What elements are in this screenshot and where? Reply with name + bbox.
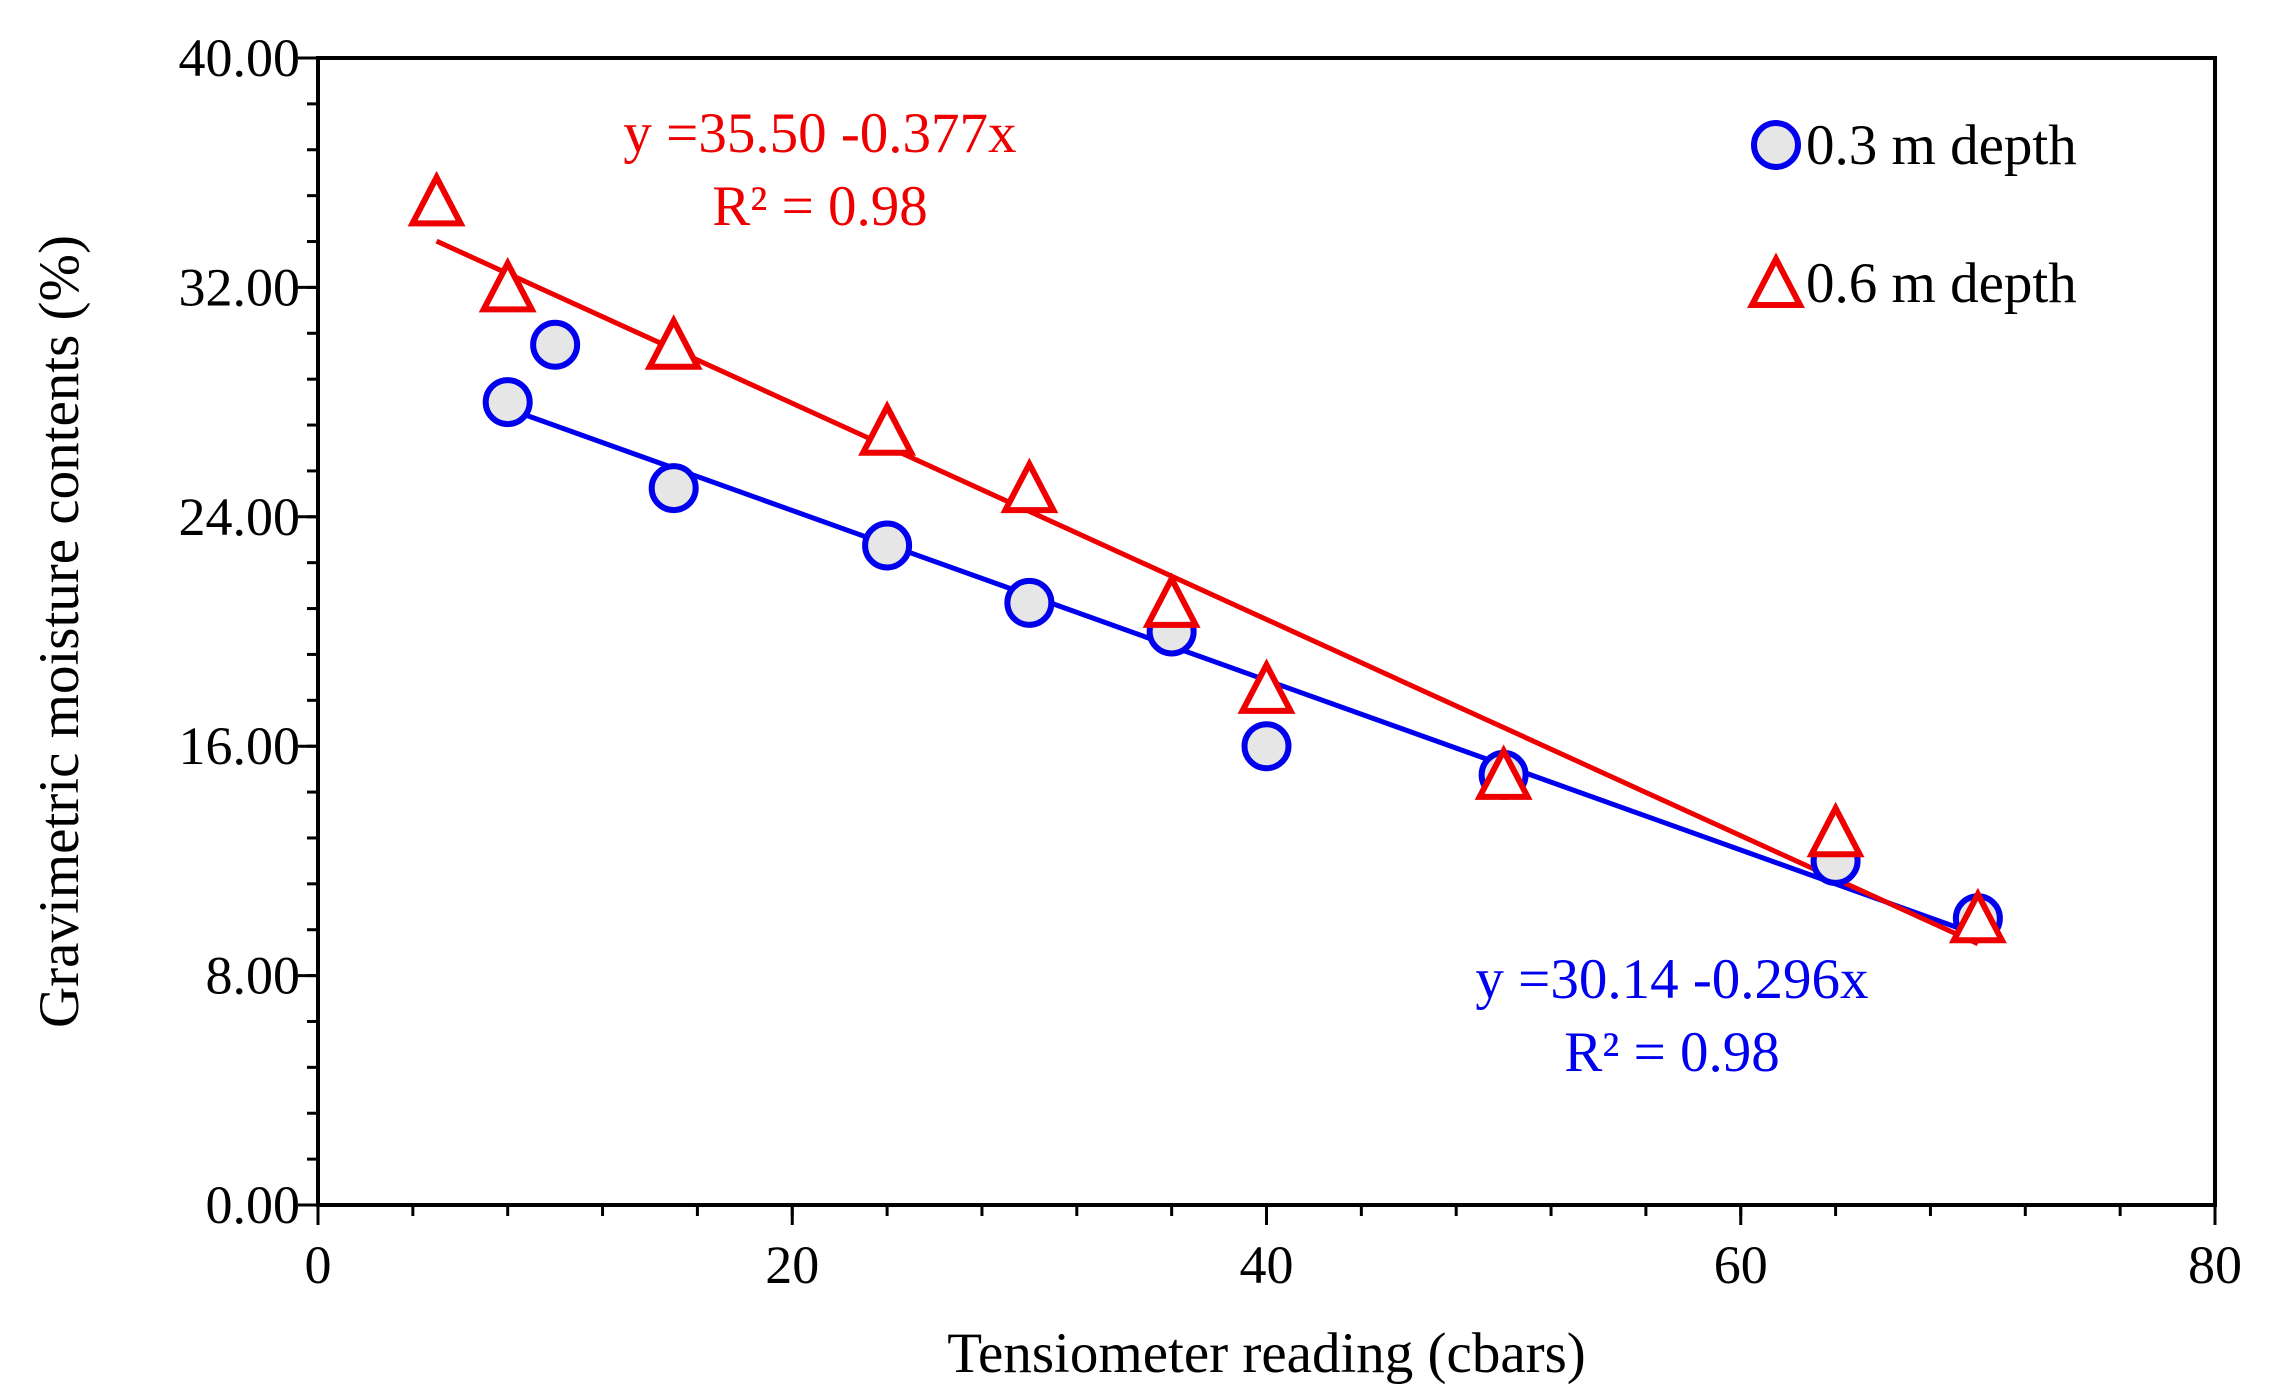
y-tick-label: 0.00 <box>206 1175 301 1235</box>
data-point-circle <box>862 520 913 571</box>
trendline-0-3m <box>506 406 1979 938</box>
data-point-circle <box>482 377 533 428</box>
x-tick-label: 80 <box>2188 1235 2242 1295</box>
data-point-triangle <box>1000 457 1059 514</box>
x-tick-label: 0 <box>305 1235 332 1295</box>
legend-marker-triangle <box>1747 252 1805 308</box>
data-point-triangle <box>407 170 466 227</box>
x-tick-labels: 0 20 40 60 80 <box>305 1235 2243 1295</box>
data-point-triangle <box>644 314 703 370</box>
data-point-triangle <box>1237 658 1296 714</box>
data-points <box>407 170 2007 944</box>
major-ticks <box>298 56 2217 1225</box>
x-tick-label: 40 <box>1240 1235 1294 1295</box>
legend-circle-icon <box>1751 120 1801 170</box>
data-point-circle <box>648 463 699 514</box>
x-tick-label: 20 <box>765 1235 819 1295</box>
legend-label-0-3m: 0.3 m depth <box>1806 114 2077 177</box>
y-tick-label: 8.00 <box>206 946 301 1006</box>
x-tick-label: 60 <box>1714 1235 1768 1295</box>
minor-ticks <box>307 56 2217 1216</box>
legend-label-0-6m: 0.6 m depth <box>1806 252 2077 315</box>
data-point-circle <box>1004 577 1055 628</box>
legend-item-0-6m: 0.6 m depth <box>1747 252 2077 315</box>
data-point-triangle <box>478 256 537 313</box>
equation-label-0-6m: y =35.50 -0.377x <box>623 102 1016 165</box>
y-tick-label: 24.00 <box>179 487 301 547</box>
equation-label-0-3m: y =30.14 -0.296x <box>1475 948 1868 1011</box>
legend-item-0-3m: 0.3 m depth <box>1751 114 2077 177</box>
data-point-triangle <box>858 400 917 456</box>
y-tick-label: 16.00 <box>179 716 301 776</box>
y-axis-title: Gravimetric moisture contents (%) <box>28 235 91 1028</box>
legend-marker-circle <box>1751 120 1801 170</box>
y-tick-labels: 0.00 8.00 16.00 24.00 32.00 40.00 <box>179 28 301 1235</box>
r2-label-0-3m: R² = 0.98 <box>1564 1021 1780 1084</box>
data-point-triangle <box>1142 572 1201 628</box>
data-point-circle <box>1241 721 1292 772</box>
data-point-triangle <box>1806 801 1865 858</box>
legend: 0.3 m depth 0.6 m depth <box>1747 114 2077 315</box>
data-point-triangle <box>1948 887 2007 944</box>
r2-label-0-6m: R² = 0.98 <box>712 175 928 238</box>
plot-area <box>316 56 2217 1207</box>
data-point-triangle <box>1474 744 1533 800</box>
y-tick-label: 40.00 <box>179 28 301 88</box>
x-axis-title: Tensiometer reading (cbars) <box>947 1322 1586 1385</box>
data-point-circle <box>530 319 581 370</box>
y-tick-label: 32.00 <box>179 257 301 317</box>
legend-triangle-icon <box>1747 252 1805 308</box>
